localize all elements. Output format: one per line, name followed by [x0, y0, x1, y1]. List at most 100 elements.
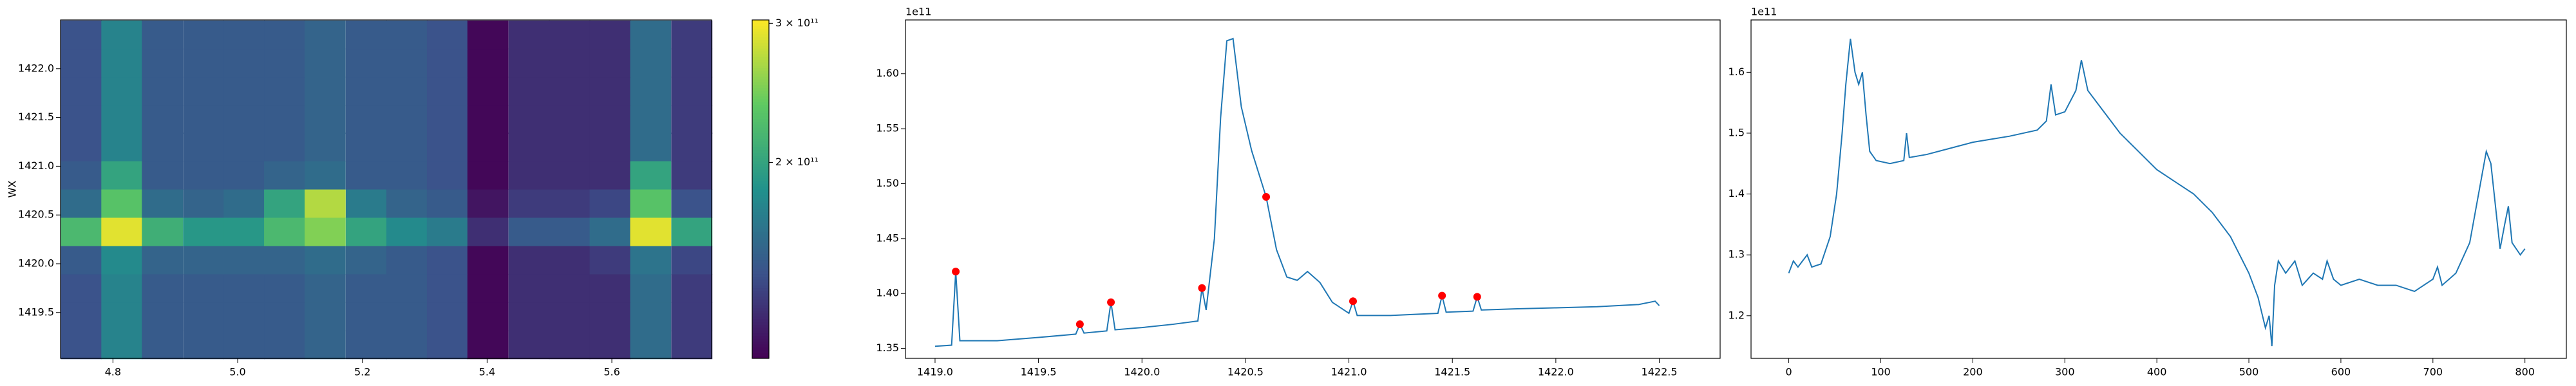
heatmap-cell [630, 217, 672, 246]
heatmap-cell [426, 105, 468, 134]
colorbar-frame [752, 19, 770, 359]
colorbar-swatch [752, 186, 769, 190]
heatmap-cell [589, 161, 631, 190]
heatmap-cell [142, 105, 184, 134]
colorbar-swatch [752, 138, 769, 142]
colorbar-swatch [752, 113, 769, 116]
heatmap-cell [345, 20, 387, 50]
heatmap-cell [305, 133, 346, 161]
heatmap-cell [264, 189, 305, 218]
y-tick-label: 1.45 [876, 232, 899, 244]
y-tick-label: 1.35 [876, 342, 899, 354]
heatmap-cell [183, 217, 224, 246]
colorbar-swatch [752, 296, 769, 300]
heatmap-cell [589, 330, 631, 360]
heatmap-cell [426, 330, 468, 360]
colorbar-swatch [752, 163, 769, 167]
heatmap-cell [467, 245, 509, 275]
heatmap-cell [101, 330, 143, 360]
heatmap-cell [264, 133, 305, 161]
colorbar-swatch [752, 42, 769, 46]
heatmap-cell [508, 77, 550, 106]
heatmap-cell [223, 133, 265, 161]
colorbar-swatch [752, 93, 769, 96]
colorbar-swatch [752, 338, 769, 342]
heatmap-cell [223, 273, 265, 303]
colorbar-swatch [752, 253, 769, 257]
colorbar-tick-label: 2 × 10¹¹ [775, 156, 819, 168]
heatmap-cell [142, 245, 184, 275]
heatmap-cell [305, 77, 346, 106]
heatmap-cell [549, 161, 591, 190]
x-tick-label: 1421.0 [1331, 366, 1367, 378]
heatmap-cell [101, 273, 143, 303]
colorbar-swatch [752, 141, 769, 145]
colorbar-swatch [752, 152, 769, 156]
heatmap-cell [589, 133, 631, 161]
colorbar-swatch [752, 198, 769, 201]
axes-frame [905, 19, 1721, 359]
heatmap-cell [671, 273, 713, 303]
heatmap-cell [671, 217, 713, 246]
colorbar-swatch [752, 318, 769, 322]
heatmap-cell [223, 20, 265, 50]
x-tick-label: 1420.0 [1124, 366, 1160, 378]
colorbar-swatch [752, 59, 769, 63]
x-tick-label: 100 [1871, 366, 1891, 378]
heatmap-cell [467, 77, 509, 106]
heatmap-cell [671, 161, 713, 190]
colorbar-swatch [752, 158, 769, 161]
colorbar-swatch [752, 333, 769, 336]
colorbar-swatch [752, 175, 769, 179]
y-tick-label: 1419.5 [18, 306, 54, 318]
colorbar-swatch [752, 127, 769, 131]
colorbar-swatch [752, 302, 769, 306]
heatmap-cell [426, 20, 468, 50]
heatmap-cell [264, 77, 305, 106]
colorbar-swatch [752, 192, 769, 196]
x-tick-label: 5.4 [479, 366, 495, 378]
heatmap-cell [589, 105, 631, 134]
heatmap-cell [671, 133, 713, 161]
heatmap-cell [61, 20, 102, 50]
colorbar-swatch [752, 282, 769, 286]
colorbar-swatch [752, 194, 769, 198]
heatmap-cell [142, 302, 184, 331]
heatmap-cell [426, 245, 468, 275]
colorbar-swatch [752, 28, 769, 32]
colorbar-swatch [752, 172, 769, 176]
heatmap-cell [223, 245, 265, 275]
y-tick-label: 1.3 [1728, 248, 1745, 261]
heatmap-cell [101, 189, 143, 218]
y-tick-label: 1.40 [876, 287, 899, 299]
colorbar-swatch [752, 135, 769, 139]
heatmap-cell [183, 161, 224, 190]
heatmap-cell [549, 48, 591, 78]
heatmap-cell [183, 245, 224, 275]
colorbar-swatch [752, 276, 769, 280]
heatmap-cell [508, 245, 550, 275]
colorbar-swatch [752, 257, 769, 261]
heatmap-cell [264, 161, 305, 190]
colorbar-swatch [752, 118, 769, 122]
heatmap-cell [589, 302, 631, 331]
heatmap-cell [305, 273, 346, 303]
peak-marker [1075, 320, 1084, 329]
colorbar-swatch [752, 271, 769, 275]
colorbar-swatch [752, 107, 769, 111]
heatmap-cell [467, 189, 509, 218]
colorbar-swatch [752, 79, 769, 83]
colorbar-swatch [752, 322, 769, 325]
heatmap-cell [305, 48, 346, 78]
colorbar-swatch [752, 293, 769, 297]
heatmap-cell [183, 77, 224, 106]
heatmap-cell [671, 20, 713, 50]
colorbar-swatch [752, 225, 769, 229]
colorbar-swatch [752, 344, 769, 348]
colorbar-swatch [752, 335, 769, 339]
data-line [1788, 39, 2526, 347]
colorbar-swatch [752, 259, 769, 263]
heatmap-cell [345, 273, 387, 303]
heatmap-cell [101, 77, 143, 106]
colorbar-swatch [752, 20, 769, 23]
